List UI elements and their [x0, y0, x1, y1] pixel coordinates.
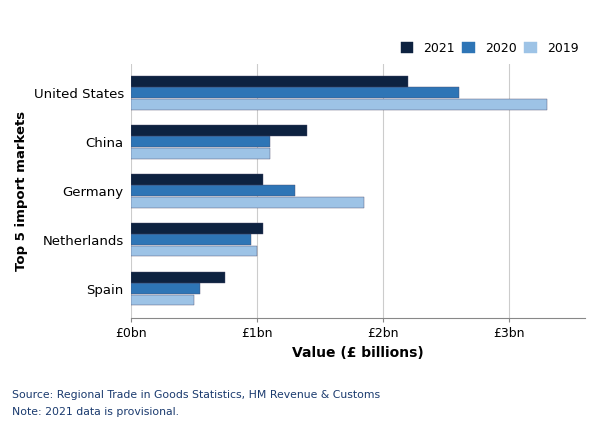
Bar: [131, 76, 409, 87]
Bar: [131, 272, 226, 283]
Text: Source: Regional Trade in Goods Statistics, HM Revenue & Customs: Source: Regional Trade in Goods Statisti…: [12, 390, 380, 400]
Bar: [131, 99, 547, 109]
Bar: [131, 185, 295, 196]
Legend: 2021, 2020, 2019: 2021, 2020, 2019: [396, 37, 583, 60]
Bar: [131, 283, 200, 294]
Bar: [131, 148, 269, 159]
Bar: [131, 245, 257, 256]
Bar: [131, 234, 251, 245]
Bar: [131, 136, 269, 147]
Bar: [131, 88, 459, 99]
Y-axis label: Top 5 import markets: Top 5 import markets: [15, 111, 28, 271]
Bar: [131, 223, 263, 234]
Bar: [131, 295, 194, 306]
Bar: [131, 197, 364, 208]
X-axis label: Value (£ billions): Value (£ billions): [292, 346, 424, 360]
Text: Note: 2021 data is provisional.: Note: 2021 data is provisional.: [12, 407, 179, 417]
Bar: [131, 174, 263, 185]
Bar: [131, 125, 307, 136]
